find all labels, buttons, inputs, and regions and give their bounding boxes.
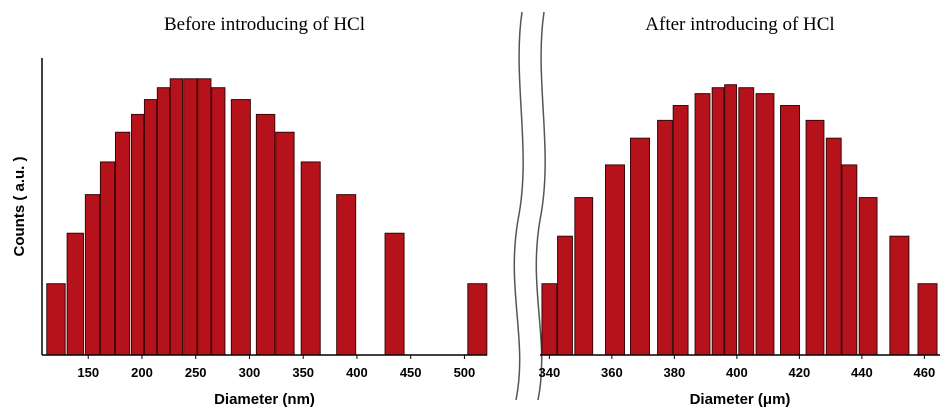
bar xyxy=(99,161,116,356)
axis-break xyxy=(513,11,524,401)
x-tick-label: 250 xyxy=(185,365,207,380)
x-tick-label: 360 xyxy=(601,365,623,380)
bar xyxy=(605,164,625,356)
bar xyxy=(211,87,226,356)
x-tick-label: 440 xyxy=(851,365,873,380)
bar xyxy=(841,164,858,356)
x-tick-label: 460 xyxy=(914,365,936,380)
bar xyxy=(889,235,910,356)
bar xyxy=(711,87,725,356)
bar xyxy=(131,113,145,356)
bar xyxy=(557,235,573,356)
bar xyxy=(384,232,405,356)
x-tick-label: 420 xyxy=(789,365,811,380)
bar xyxy=(780,105,800,356)
bar xyxy=(197,78,212,356)
x-tick-label: 340 xyxy=(539,365,561,380)
chart-title: After introducing of HCl xyxy=(645,14,834,35)
bar xyxy=(755,93,775,356)
bar xyxy=(694,93,711,356)
bar xyxy=(574,197,594,356)
chart-title: Before introducing of HCl xyxy=(164,14,365,35)
bar xyxy=(183,78,198,356)
bar xyxy=(255,113,276,356)
bar xyxy=(336,194,357,356)
y-axis-label: Counts ( a.u. ) xyxy=(11,157,28,257)
axis-break xyxy=(535,11,546,401)
bar xyxy=(114,131,131,356)
bar xyxy=(275,131,295,356)
bar xyxy=(630,137,650,356)
bar xyxy=(46,283,66,356)
x-tick-label: 450 xyxy=(400,365,422,380)
x-tick-label: 400 xyxy=(346,365,368,380)
x-tick-label: 400 xyxy=(726,365,748,380)
bar xyxy=(917,283,938,356)
bar xyxy=(672,105,689,356)
bar xyxy=(858,197,878,356)
bar xyxy=(66,232,84,356)
bar xyxy=(467,283,488,356)
bar xyxy=(156,87,171,356)
x-tick-label: 200 xyxy=(131,365,153,380)
x-tick-label: 350 xyxy=(292,365,314,380)
x-tick-label: 150 xyxy=(77,365,99,380)
bar xyxy=(230,99,251,356)
x-tick-label: 380 xyxy=(664,365,686,380)
bar xyxy=(738,87,755,356)
bar xyxy=(541,283,558,356)
bar xyxy=(169,78,183,356)
x-tick-label: 500 xyxy=(454,365,476,380)
bar xyxy=(300,161,321,356)
bar xyxy=(825,137,842,356)
bar xyxy=(724,84,738,356)
bar xyxy=(84,194,101,356)
x-axis-label: Diameter (μm) xyxy=(690,391,791,408)
bar xyxy=(657,119,673,356)
bar xyxy=(805,119,825,356)
x-axis-label: Diameter (nm) xyxy=(214,391,315,408)
x-tick-label: 300 xyxy=(239,365,261,380)
bar xyxy=(143,99,158,356)
